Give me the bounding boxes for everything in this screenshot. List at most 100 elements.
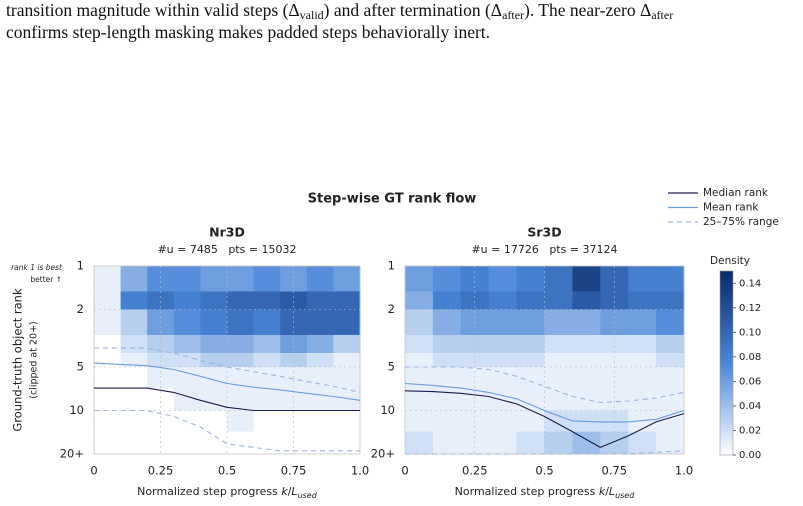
caption-text: transition magnitude within valid steps … [6, 0, 300, 20]
heatmap-cell [94, 367, 122, 389]
heatmap-cell [572, 334, 601, 354]
heatmap-cell [333, 431, 361, 455]
panel-title: Sr3D [527, 225, 561, 240]
heatmap-cell [656, 266, 685, 292]
heatmap-cell [333, 352, 361, 368]
heatmap-cell [432, 352, 462, 368]
heatmap-cell [280, 352, 308, 368]
heatmap-cell [572, 266, 601, 292]
heatmap-cell [544, 431, 573, 455]
heatmap-cell [488, 266, 518, 292]
heatmap-cell [628, 431, 657, 455]
heatmap-cell [656, 388, 685, 412]
heatmap-cell [460, 334, 490, 354]
legend-label: Median rank [703, 187, 769, 199]
heatmap-cell [516, 291, 545, 310]
subscript: after [651, 8, 674, 22]
caption-text: ) and after termination (Δ [323, 0, 503, 20]
heatmap-cell [227, 309, 255, 336]
panel-subtitle: #u = 7485 pts = 15032 [157, 243, 296, 256]
heatmap-cell [516, 309, 545, 336]
line-range [94, 409, 360, 452]
y-tick-label: 5 [388, 360, 395, 374]
heatmap-cell [120, 334, 148, 354]
heatmap-cell [656, 309, 685, 336]
heatmap-cell [544, 410, 573, 433]
heatmap-cell [120, 266, 148, 292]
heatmap-cell [516, 367, 545, 389]
heatmap-cell [628, 266, 657, 292]
x-tick-label: 1.0 [675, 464, 693, 478]
heatmap-cell [280, 266, 308, 292]
heatmap-cell [656, 291, 685, 310]
heatmap-cell [253, 309, 281, 336]
heatmap-cell [405, 352, 434, 368]
y-tick-label: 10 [69, 403, 84, 417]
heatmap-cell [405, 388, 434, 412]
line-mean [93, 362, 361, 401]
line-range [405, 366, 685, 404]
heatmap-cell [94, 388, 122, 412]
heatmap-cell [227, 291, 255, 310]
x-axis-label-part: Normalized step progress [137, 485, 281, 498]
heatmap-cell [488, 431, 518, 455]
x-tick-label: 1.0 [351, 464, 369, 478]
colorbar-tick-label: 0.04 [739, 401, 761, 412]
heatmap-cell [200, 410, 228, 433]
heatmap-cell [147, 431, 175, 455]
heatmap-cell [405, 431, 434, 455]
heatmap-cell [628, 352, 657, 368]
heatmap-cell [488, 410, 518, 433]
x-tick-label: 0.5 [218, 464, 236, 478]
heatmap-cell [280, 334, 308, 354]
heatmap-cell [200, 367, 228, 389]
heatmap-cell [405, 309, 434, 336]
line-range [405, 450, 685, 455]
heatmap-cell [280, 388, 308, 412]
heatmap-cell [432, 388, 462, 412]
heatmap-cell [405, 291, 434, 310]
legend-label: Mean rank [703, 202, 759, 214]
heatmap-cell [600, 431, 629, 455]
subscript: valid [299, 8, 324, 22]
heatmap-cell [120, 352, 148, 368]
heatmap-cell [432, 291, 462, 310]
heatmap-cell [253, 388, 281, 412]
colorbar-tick-label: 0.08 [739, 352, 761, 363]
heatmap-cell [147, 334, 175, 354]
heatmap-cell [227, 352, 255, 368]
heatmap-cell [94, 410, 122, 433]
caption-text: confirms step-length masking makes padde… [6, 22, 491, 42]
heatmap-cell [656, 352, 685, 368]
heatmap-cell [460, 352, 490, 368]
heatmap-cell [306, 309, 334, 336]
heatmap-cell [200, 431, 228, 455]
heatmap-cell [432, 334, 462, 354]
caption: transition magnitude within valid steps … [6, 0, 801, 43]
heatmap-cell [516, 352, 545, 368]
heatmap-cell [333, 410, 361, 433]
heatmap-cell [488, 334, 518, 354]
heatmap-cell [227, 367, 255, 389]
heatmap-cell [306, 431, 334, 455]
x-tick-label: 0.25 [148, 464, 174, 478]
heatmap-cell [200, 266, 228, 292]
x-axis-label-part: / [288, 485, 292, 498]
heatmap-cell [488, 309, 518, 336]
subscript: after [502, 8, 525, 22]
colorbar [719, 270, 734, 456]
x-tick-label: 0 [90, 464, 97, 478]
y-axis-label: Ground-truth object rank [11, 288, 25, 432]
heatmap-cell [120, 309, 148, 336]
heatmap-cell [516, 431, 545, 455]
heatmap-cell [227, 410, 255, 433]
colorbar-label: Density [710, 255, 750, 267]
heatmap-cell [628, 291, 657, 310]
heatmap-cell [253, 266, 281, 292]
heatmap-cell [94, 309, 122, 336]
heatmap-cell [544, 309, 573, 336]
x-tick-label: 0.75 [601, 464, 627, 478]
x-axis-label-part: L [609, 485, 615, 498]
heatmap-cell [147, 291, 175, 310]
line-range [94, 347, 361, 393]
